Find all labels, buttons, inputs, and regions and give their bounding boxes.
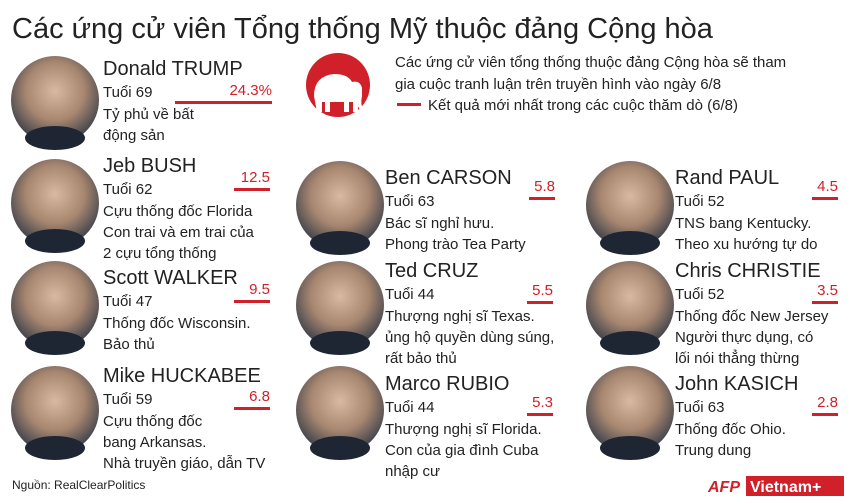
candidate-desc: Bác sĩ nghỉ hưu. <box>385 215 494 232</box>
candidate-desc: Người thực dụng, có <box>675 329 813 346</box>
candidate-name: Mike HUCKABEE <box>103 365 261 387</box>
logo-brand: Vietnam+ <box>750 479 821 496</box>
photo <box>586 366 674 454</box>
source: Nguồn: RealClearPolitics <box>12 478 145 492</box>
candidate-desc: Trung dung <box>675 442 751 459</box>
legend-text: Kết quả mới nhất trong các cuộc thăm dò … <box>428 97 738 114</box>
photo-suit <box>600 231 660 255</box>
candidate-desc: Cựu thống đốc Florida <box>103 203 253 220</box>
candidate-name: Scott WALKER <box>103 267 238 289</box>
poll-value: 12.5 <box>241 169 270 186</box>
photo <box>11 159 99 247</box>
poll-underline <box>234 188 270 191</box>
candidate-desc: Thượng nghị sĩ Florida. <box>385 421 542 438</box>
intro-line: gia cuộc tranh luận trên truyền hình vào… <box>395 76 721 93</box>
candidate-desc: Tỷ phủ về bất <box>103 106 195 123</box>
candidate-desc: TNS bang Kentucky. <box>675 215 811 232</box>
candidate-name: Donald TRUMP <box>103 58 243 80</box>
candidate-age: Tuổi 47 <box>103 293 152 310</box>
photo-suit <box>600 331 660 355</box>
candidate-age: Tuổi 52 <box>675 193 724 210</box>
poll-value: 4.5 <box>817 178 838 195</box>
candidate-desc: Thống đốc New Jersey <box>675 308 829 325</box>
candidate-desc: rất bảo thủ <box>385 350 457 367</box>
candidate-desc: Thống đốc Wisconsin. <box>103 315 251 332</box>
candidate-age: Tuổi 52 <box>675 286 724 303</box>
candidate-desc: nhập cư <box>385 463 440 480</box>
candidate-desc: Thống đốc Ohio. <box>675 421 786 438</box>
photo-suit <box>310 436 370 460</box>
candidate-age: Tuổi 44 <box>385 399 434 416</box>
candidate-desc: Nhà truyền giáo, dẫn TV <box>103 455 265 472</box>
candidate-age: Tuổi 44 <box>385 286 434 303</box>
poll-value: 2.8 <box>817 394 838 411</box>
photo-suit <box>25 229 85 253</box>
photo <box>11 56 99 144</box>
candidate-name: Rand PAUL <box>675 167 779 189</box>
legend-swatch <box>397 103 421 106</box>
poll-underline <box>812 197 838 200</box>
candidate-name: John KASICH <box>675 373 798 395</box>
poll-value: 9.5 <box>249 281 270 298</box>
poll-underline <box>175 101 272 104</box>
candidate-name: Jeb BUSH <box>103 155 196 177</box>
candidate-age: Tuổi 59 <box>103 391 152 408</box>
poll-underline <box>527 301 553 304</box>
candidate-age: Tuổi 62 <box>103 181 152 198</box>
photo-suit <box>600 436 660 460</box>
photo-suit <box>310 331 370 355</box>
photo-suit <box>310 231 370 255</box>
photo <box>586 161 674 249</box>
candidate-desc: bang Arkansas. <box>103 434 206 451</box>
candidate-desc: động sản <box>103 127 165 144</box>
photo-suit <box>25 126 85 150</box>
poll-underline <box>527 413 553 416</box>
poll-underline <box>812 301 838 304</box>
candidate-desc: Bảo thủ <box>103 336 155 353</box>
title: Các ứng cử viên Tổng thống Mỹ thuộc đảng… <box>12 13 714 45</box>
photo <box>11 261 99 349</box>
poll-underline <box>529 197 555 200</box>
candidate-desc: Theo xu hướng tự do <box>675 236 818 253</box>
candidate-desc: Thượng nghị sĩ Texas. <box>385 308 535 325</box>
logo-afp: AFP <box>707 479 740 496</box>
photo-suit <box>25 436 85 460</box>
candidate-desc: ủng hộ quyền dùng súng, <box>385 329 554 346</box>
candidate-desc: Phong trào Tea Party <box>385 236 526 253</box>
candidate-name: Marco RUBIO <box>385 373 509 395</box>
photo <box>296 366 384 454</box>
candidate-desc: lối nói thẳng thừng <box>675 349 799 367</box>
photo <box>586 261 674 349</box>
poll-value: 5.8 <box>534 178 555 195</box>
poll-underline <box>812 413 838 416</box>
intro-line: Các ứng cử viên tổng thống thuộc đảng Cộ… <box>395 54 786 71</box>
photo <box>11 366 99 454</box>
poll-underline <box>234 300 270 303</box>
candidate-age: Tuổi 69 <box>103 84 152 101</box>
photo <box>296 161 384 249</box>
poll-value: 5.3 <box>532 394 553 411</box>
candidate-desc: 2 cựu tổng thống <box>103 245 216 262</box>
candidate-name: Chris CHRISTIE <box>675 260 821 282</box>
candidate-desc: Cựu thống đốc <box>103 413 203 430</box>
poll-value: 3.5 <box>817 282 838 299</box>
candidate-age: Tuổi 63 <box>385 193 434 210</box>
candidate-name: Ted CRUZ <box>385 260 478 282</box>
poll-value: 6.8 <box>249 388 270 405</box>
poll-value: 5.5 <box>532 282 553 299</box>
photo-suit <box>25 331 85 355</box>
elephant <box>314 74 364 112</box>
candidate-name: Ben CARSON <box>385 167 512 189</box>
candidate-desc: Con trai và em trai của <box>103 224 255 241</box>
poll-value: 24.3% <box>229 82 272 99</box>
candidate-age: Tuổi 63 <box>675 399 724 416</box>
logo-bg <box>746 476 844 496</box>
photo <box>296 261 384 349</box>
candidate-desc: Con của gia đình Cuba <box>385 442 539 459</box>
poll-underline <box>234 407 270 410</box>
